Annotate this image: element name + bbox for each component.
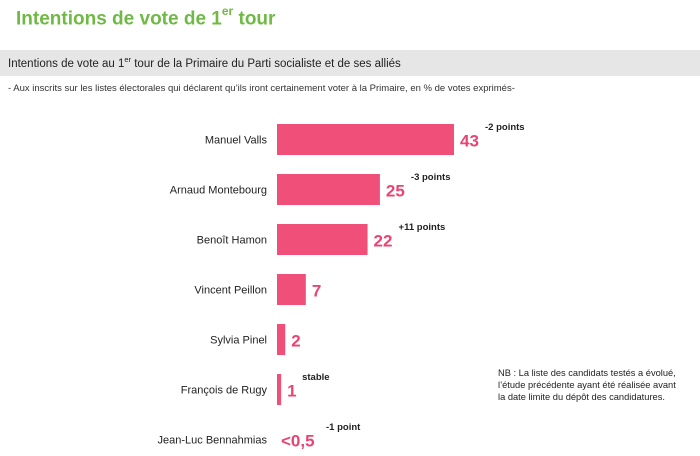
title-end: tour [233,8,276,30]
category-label: Sylvia Pinel [210,335,267,347]
title-text: Intentions de vote de 1 [16,8,222,30]
chart-subtitle: Intentions de vote au 1er tour de la Pri… [8,55,401,70]
category-label: Benoît Hamon [197,235,267,247]
footnote-line: l’étude précédente ayant été réalisée av… [498,380,676,390]
category-label: Vincent Peillon [194,285,267,297]
population-note: - Aux inscrits sur les listes électorale… [8,83,515,94]
subtitle-band: Intentions de vote au 1er tour de la Pri… [0,50,700,76]
category-label: François de Rugy [181,385,268,397]
subtitle-text: Intentions de vote au 1 [8,57,125,70]
value-label: 7 [312,282,321,301]
category-label: Manuel Valls [205,135,268,147]
category-label: Jean-Luc Bennahmias [158,435,268,447]
bar [277,124,454,155]
value-label: 25 [386,182,405,201]
change-label: stable [302,372,329,383]
bar [277,324,286,355]
subtitle-superscript: er [124,55,132,64]
value-label: 43 [460,132,479,151]
change-label: +11 points [399,222,446,233]
bar [277,274,306,305]
value-label: 22 [374,232,393,251]
value-label: <0,5 [281,432,315,451]
bar [277,374,282,405]
title-superscript: er [221,4,234,18]
change-label: -2 points [485,122,525,133]
footnote-line: la date limite du dépôt des candidatures… [498,392,665,402]
subtitle-end: tour de la Primaire du Parti socialiste … [131,57,401,70]
page-title: Intentions de vote de 1er tour [16,4,276,30]
value-label: 2 [291,332,300,351]
change-label: -1 point [326,422,361,433]
bar [277,174,380,205]
value-label: 1 [287,382,296,401]
bar [277,224,368,255]
footnote: NB : La liste des candidats testés a évo… [498,367,698,403]
footnote-line: NB : La liste des candidats testés a évo… [498,368,676,378]
category-label: Arnaud Montebourg [170,185,267,197]
change-label: -3 points [411,172,451,183]
